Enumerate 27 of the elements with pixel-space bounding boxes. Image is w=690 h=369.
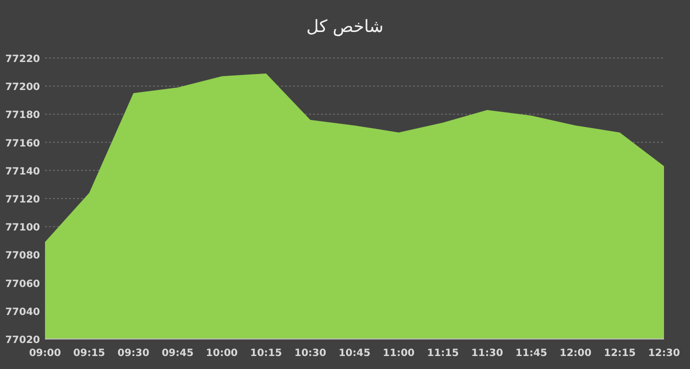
x-tick-label: 12:30	[648, 348, 680, 359]
x-tick-label: 11:00	[382, 348, 415, 359]
x-tick-label: 10:00	[206, 348, 238, 359]
y-tick-label: 77100	[5, 222, 40, 234]
x-tick-label: 12:15	[604, 348, 636, 359]
y-tick-label: 77220	[5, 54, 40, 65]
x-tick-label: 10:15	[250, 348, 282, 359]
x-tick-label: 09:30	[118, 348, 150, 359]
y-tick-label: 77160	[5, 138, 40, 150]
y-tick-label: 77120	[5, 194, 40, 206]
y-tick-label: 77140	[5, 166, 40, 178]
y-tick-label: 77060	[5, 278, 40, 290]
x-tick-label: 11:45	[515, 348, 548, 359]
x-tick-label: 09:00	[29, 348, 61, 359]
x-tick-label: 12:00	[560, 348, 592, 359]
chart-title: شاخص کل	[306, 17, 384, 37]
y-tick-label: 77040	[5, 306, 40, 318]
x-tick-label: 09:45	[162, 348, 194, 359]
x-tick-label: 11:15	[427, 348, 459, 359]
x-tick-label: 10:45	[338, 348, 370, 359]
y-tick-label: 77080	[5, 250, 40, 262]
y-tick-label: 77180	[5, 110, 40, 122]
x-tick-label: 09:15	[73, 348, 106, 359]
y-tick-label: 77020	[5, 335, 40, 346]
y-tick-label: 77200	[5, 82, 40, 94]
x-tick-label: 11:30	[471, 348, 504, 359]
x-tick-label: 10:30	[294, 348, 326, 359]
